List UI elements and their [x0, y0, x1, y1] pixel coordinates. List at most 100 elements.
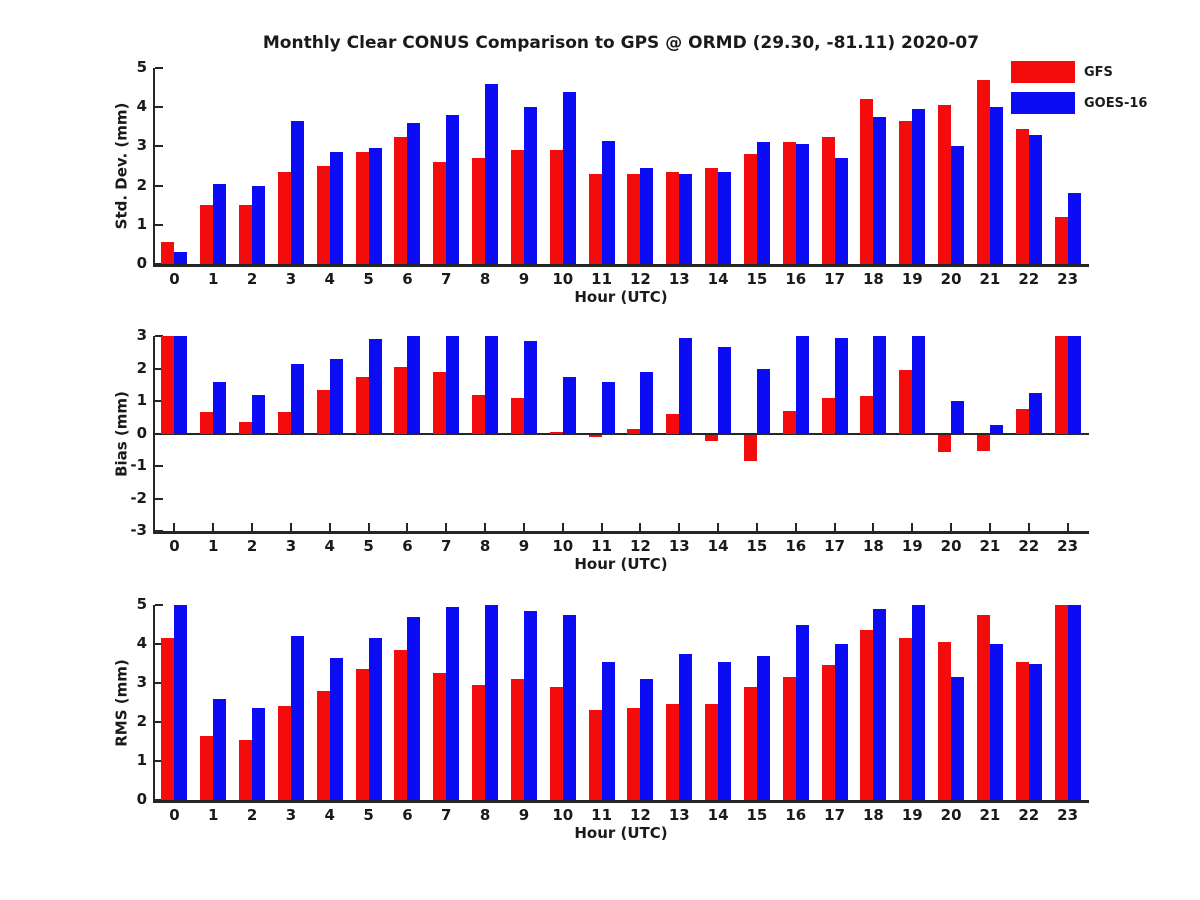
bar-goes16-hour-8 [485, 605, 499, 800]
x-tick [173, 523, 176, 531]
x-tick-label: 6 [402, 270, 413, 288]
bar-gfs-hour-11 [588, 434, 602, 437]
x-tick-label: 4 [324, 270, 335, 288]
x-tick-label: 15 [746, 806, 768, 824]
bar-goes16-hour-4 [329, 358, 343, 434]
y-tick-label: -3 [130, 521, 147, 540]
x-tick-label: 7 [441, 806, 452, 824]
y-tick-label: -1 [130, 456, 147, 475]
bar-goes16-hour-14 [718, 347, 732, 434]
y-tick [155, 400, 163, 402]
bar-goes16-hour-4 [329, 152, 343, 264]
bar-goes16-hour-18 [873, 608, 887, 800]
bar-gfs-hour-2 [239, 205, 253, 264]
x-tick [1027, 523, 1030, 531]
bar-goes16-hour-19 [912, 109, 926, 264]
bar-gfs-hour-16 [782, 410, 796, 434]
x-tick-label: 12 [629, 537, 651, 555]
bar-gfs-hour-3 [277, 706, 291, 800]
bar-gfs-hour-1 [200, 412, 214, 434]
x-tick-label: 23 [1057, 806, 1079, 824]
bar-gfs-hour-15 [743, 686, 757, 800]
bar-goes16-hour-21 [989, 107, 1003, 264]
y-tick [155, 145, 163, 148]
x-tick-label: 16 [785, 806, 807, 824]
bar-goes16-hour-20 [951, 401, 965, 434]
y-axis-line [153, 605, 155, 803]
bar-goes16-hour-3 [290, 363, 304, 434]
bar-goes16-hour-12 [640, 679, 654, 800]
x-tick-label: 11 [591, 537, 613, 555]
bar-gfs-hour-20 [938, 434, 952, 453]
legend-label-goes16: GOES-16 [1084, 95, 1148, 111]
bar-goes16-hour-16 [795, 144, 809, 264]
x-tick-label: 8 [479, 270, 491, 288]
y-tick-label: 3 [136, 673, 147, 692]
y-tick [155, 530, 163, 532]
x-tick-label: 6 [402, 537, 413, 555]
legend-label-gfs: GFS [1084, 64, 1113, 80]
bar-gfs-hour-11 [588, 710, 602, 800]
bar-goes16-hour-20 [951, 677, 965, 800]
x-tick-label: 9 [518, 270, 530, 288]
x-axis-line [153, 800, 1089, 803]
x-tick-label: 16 [785, 537, 807, 555]
bar-gfs-hour-9 [510, 397, 524, 434]
bar-gfs-hour-0 [161, 242, 175, 264]
x-tick [833, 523, 836, 531]
x-tick-label: 21 [979, 537, 1001, 555]
y-tick [155, 106, 163, 109]
bar-gfs-hour-23 [1054, 216, 1068, 264]
bar-gfs-hour-19 [899, 638, 913, 800]
x-tick [406, 523, 409, 531]
x-tick-label: 22 [1018, 806, 1040, 824]
bar-gfs-hour-13 [666, 414, 680, 434]
bar-goes16-hour-23 [1067, 605, 1081, 800]
x-tick-label: 4 [324, 806, 335, 824]
x-tick-label: 9 [518, 806, 530, 824]
bar-goes16-hour-8 [485, 336, 499, 434]
goes16-color-swatch-icon [1011, 92, 1075, 114]
x-tick-label: 8 [479, 537, 491, 555]
y-tick [155, 799, 163, 801]
x-tick [561, 523, 564, 531]
x-tick-label: 16 [785, 270, 807, 288]
x-tick-label: 2 [246, 537, 258, 555]
bar-gfs-hour-17 [821, 136, 835, 264]
bar-goes16-hour-0 [174, 605, 188, 800]
x-tick-label: 8 [479, 806, 491, 824]
bar-gfs-hour-22 [1015, 409, 1029, 434]
bar-goes16-hour-13 [679, 653, 693, 800]
x-tick-label: 5 [363, 806, 374, 824]
bar-goes16-hour-20 [951, 146, 965, 264]
x-tick-label: 18 [862, 537, 884, 555]
x-tick-label: 21 [979, 806, 1001, 824]
x-tick-label: 22 [1018, 537, 1040, 555]
bar-gfs-hour-14 [705, 704, 719, 800]
bar-gfs-hour-15 [743, 154, 757, 264]
x-tick-label: 4 [324, 537, 335, 555]
bar-goes16-hour-11 [601, 661, 615, 800]
y-tick [155, 465, 163, 467]
x-tick-label: 22 [1018, 270, 1040, 288]
y-axis-line [153, 336, 155, 534]
x-axis-label: Hour (UTC) [574, 288, 668, 306]
x-tick-label: 3 [285, 537, 297, 555]
bar-gfs-hour-18 [860, 396, 874, 434]
x-tick-label: 20 [940, 806, 962, 824]
x-tick-label: 10 [552, 270, 574, 288]
bar-gfs-hour-16 [782, 142, 796, 264]
bar-gfs-hour-1 [200, 735, 214, 800]
x-tick-label: 3 [285, 806, 297, 824]
x-tick-label: 18 [862, 806, 884, 824]
x-tick-label: 7 [441, 537, 452, 555]
x-tick [289, 523, 292, 531]
x-tick-label: 23 [1057, 270, 1079, 288]
bar-gfs-hour-10 [549, 150, 563, 264]
bar-goes16-hour-9 [523, 107, 537, 264]
legend: GFS GOES-16 [1011, 61, 1147, 123]
x-tick-label: 19 [901, 806, 923, 824]
bar-gfs-hour-4 [316, 166, 330, 264]
bar-gfs-hour-9 [510, 150, 524, 264]
